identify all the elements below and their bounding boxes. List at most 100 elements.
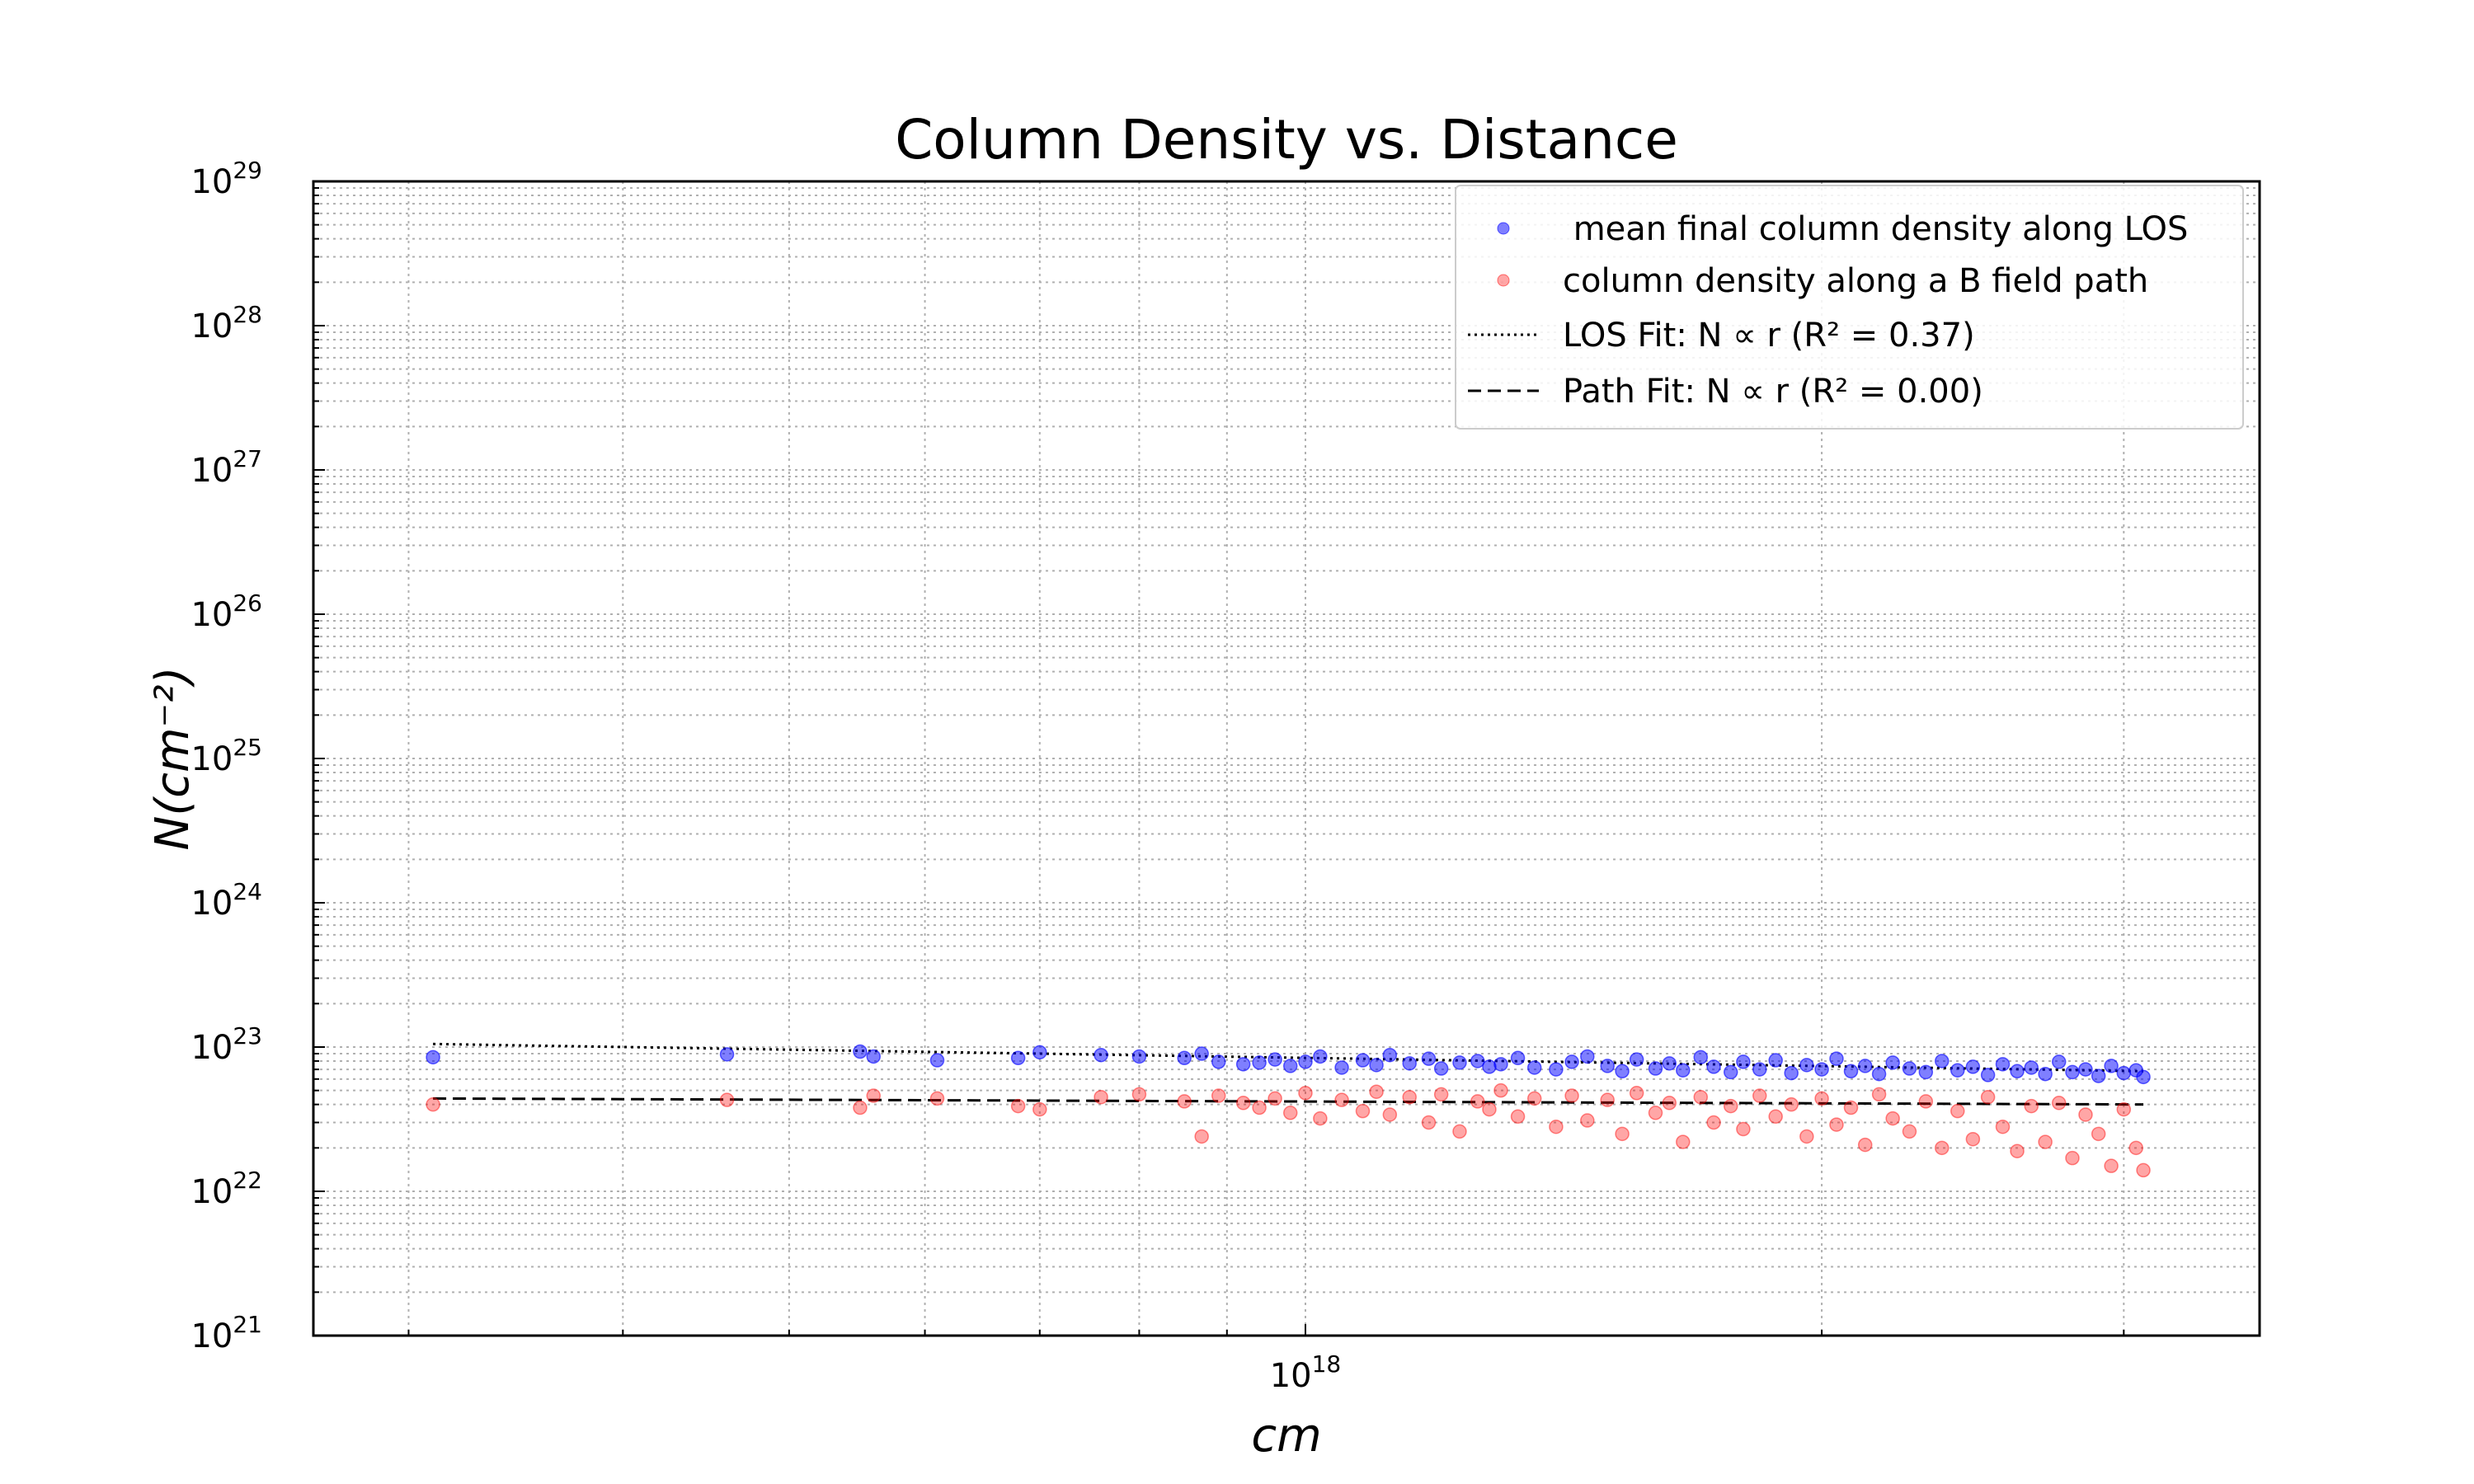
path-point <box>1564 1088 1579 1103</box>
legend-marker-path <box>1497 274 1510 287</box>
los-point <box>2136 1069 2151 1085</box>
path-point <box>1313 1111 1328 1126</box>
los-point <box>1510 1050 1526 1066</box>
path-point <box>1402 1089 1417 1105</box>
path-point <box>2024 1098 2039 1114</box>
path-point <box>1493 1082 1508 1098</box>
path-point <box>1995 1119 2011 1134</box>
legend-marker-los <box>1497 222 1510 235</box>
path-point <box>2104 1158 2119 1173</box>
los-point <box>2051 1054 2067 1069</box>
path-point <box>1662 1096 1677 1111</box>
path-point <box>1980 1089 1996 1105</box>
los-point <box>1648 1061 1663 1076</box>
los-point <box>1871 1066 1887 1082</box>
path-point <box>1706 1115 1721 1130</box>
los-point <box>1493 1057 1508 1072</box>
los-point <box>1177 1050 1192 1066</box>
los-point <box>1482 1059 1497 1074</box>
los-point <box>1752 1062 1767 1077</box>
path-point <box>1676 1134 1691 1149</box>
legend-label-path-fit: Path Fit: N ∝ r (R² = 0.00) <box>1563 373 1983 411</box>
los-point <box>1902 1061 1917 1076</box>
data-points <box>426 1044 2151 1178</box>
los-point <box>1194 1046 1209 1061</box>
los-point <box>1723 1064 1738 1080</box>
path-point <box>1843 1100 1859 1115</box>
path-point <box>929 1091 945 1106</box>
los-point <box>1768 1053 1783 1068</box>
los-point <box>1965 1059 1981 1074</box>
los-point <box>1131 1049 1147 1064</box>
grid <box>313 181 2260 1336</box>
los-point <box>426 1050 440 1065</box>
path-point <box>1421 1115 1437 1130</box>
los-point <box>2065 1064 2080 1080</box>
path-point <box>1784 1097 1799 1112</box>
path-point <box>2065 1150 2080 1166</box>
los-point <box>2038 1066 2053 1082</box>
path-point <box>2091 1126 2106 1142</box>
y-tick-label: 1025 <box>190 734 262 778</box>
los-point <box>1334 1060 1349 1075</box>
los-point <box>1010 1050 1026 1066</box>
los-point <box>1402 1056 1417 1071</box>
path-point <box>1032 1101 1047 1117</box>
x-tick-labels: 1018 <box>1270 1350 1342 1395</box>
los-point <box>719 1047 735 1062</box>
path-point <box>1829 1117 1844 1132</box>
path-point <box>1252 1100 1267 1115</box>
los-point <box>2116 1065 2132 1081</box>
los-point <box>1470 1054 1485 1068</box>
path-point <box>1902 1124 1917 1139</box>
los-point <box>1313 1049 1328 1064</box>
path-point <box>1693 1089 1709 1105</box>
x-axis-label: cm <box>1251 1409 1321 1463</box>
path-point <box>1549 1119 1564 1134</box>
los-point <box>1980 1068 1996 1082</box>
y-tick-label: 1026 <box>190 589 262 634</box>
path-point <box>426 1097 440 1112</box>
los-point <box>1433 1061 1449 1076</box>
y-tick-label: 1023 <box>190 1022 262 1067</box>
path-point <box>1334 1092 1349 1107</box>
legend-label-path: column density along a B field path <box>1563 262 2148 300</box>
path-point <box>1298 1086 1313 1101</box>
los-point <box>853 1044 868 1059</box>
los-point <box>1995 1057 2011 1072</box>
path-point <box>2128 1140 2143 1156</box>
path-point <box>1382 1107 1398 1122</box>
path-point <box>1723 1098 1738 1114</box>
los-point <box>1857 1059 1873 1073</box>
los-point <box>1799 1058 1814 1073</box>
path-point <box>1452 1124 1467 1139</box>
path-point <box>1885 1111 1900 1126</box>
path-point <box>1470 1094 1485 1109</box>
path-point <box>866 1088 881 1103</box>
los-point <box>1268 1052 1282 1067</box>
los-point <box>1814 1062 1829 1077</box>
y-tick-label: 1027 <box>190 445 262 490</box>
los-point <box>1235 1057 1251 1072</box>
los-point <box>2091 1068 2106 1083</box>
x-tick-label: 1018 <box>1270 1350 1342 1395</box>
path-point <box>1355 1103 1371 1119</box>
path-point <box>1615 1126 1630 1142</box>
legend-label-los-fit: LOS Fit: N ∝ r (R² = 0.37) <box>1563 317 1975 355</box>
path-point <box>1752 1088 1767 1103</box>
los-point <box>1282 1059 1298 1073</box>
los-point <box>1829 1051 1844 1066</box>
los-point <box>1736 1054 1751 1069</box>
los-point <box>1600 1059 1615 1073</box>
path-point <box>1510 1109 1526 1125</box>
path-point <box>719 1092 735 1107</box>
los-point <box>1549 1062 1564 1077</box>
los-point <box>1662 1056 1677 1071</box>
path-point <box>1282 1106 1298 1120</box>
los-point <box>1615 1064 1630 1079</box>
legend-label-los: mean final column density along LOS <box>1563 210 2188 248</box>
los-point <box>1382 1047 1398 1063</box>
path-point <box>1736 1121 1751 1137</box>
los-point <box>2010 1064 2025 1079</box>
